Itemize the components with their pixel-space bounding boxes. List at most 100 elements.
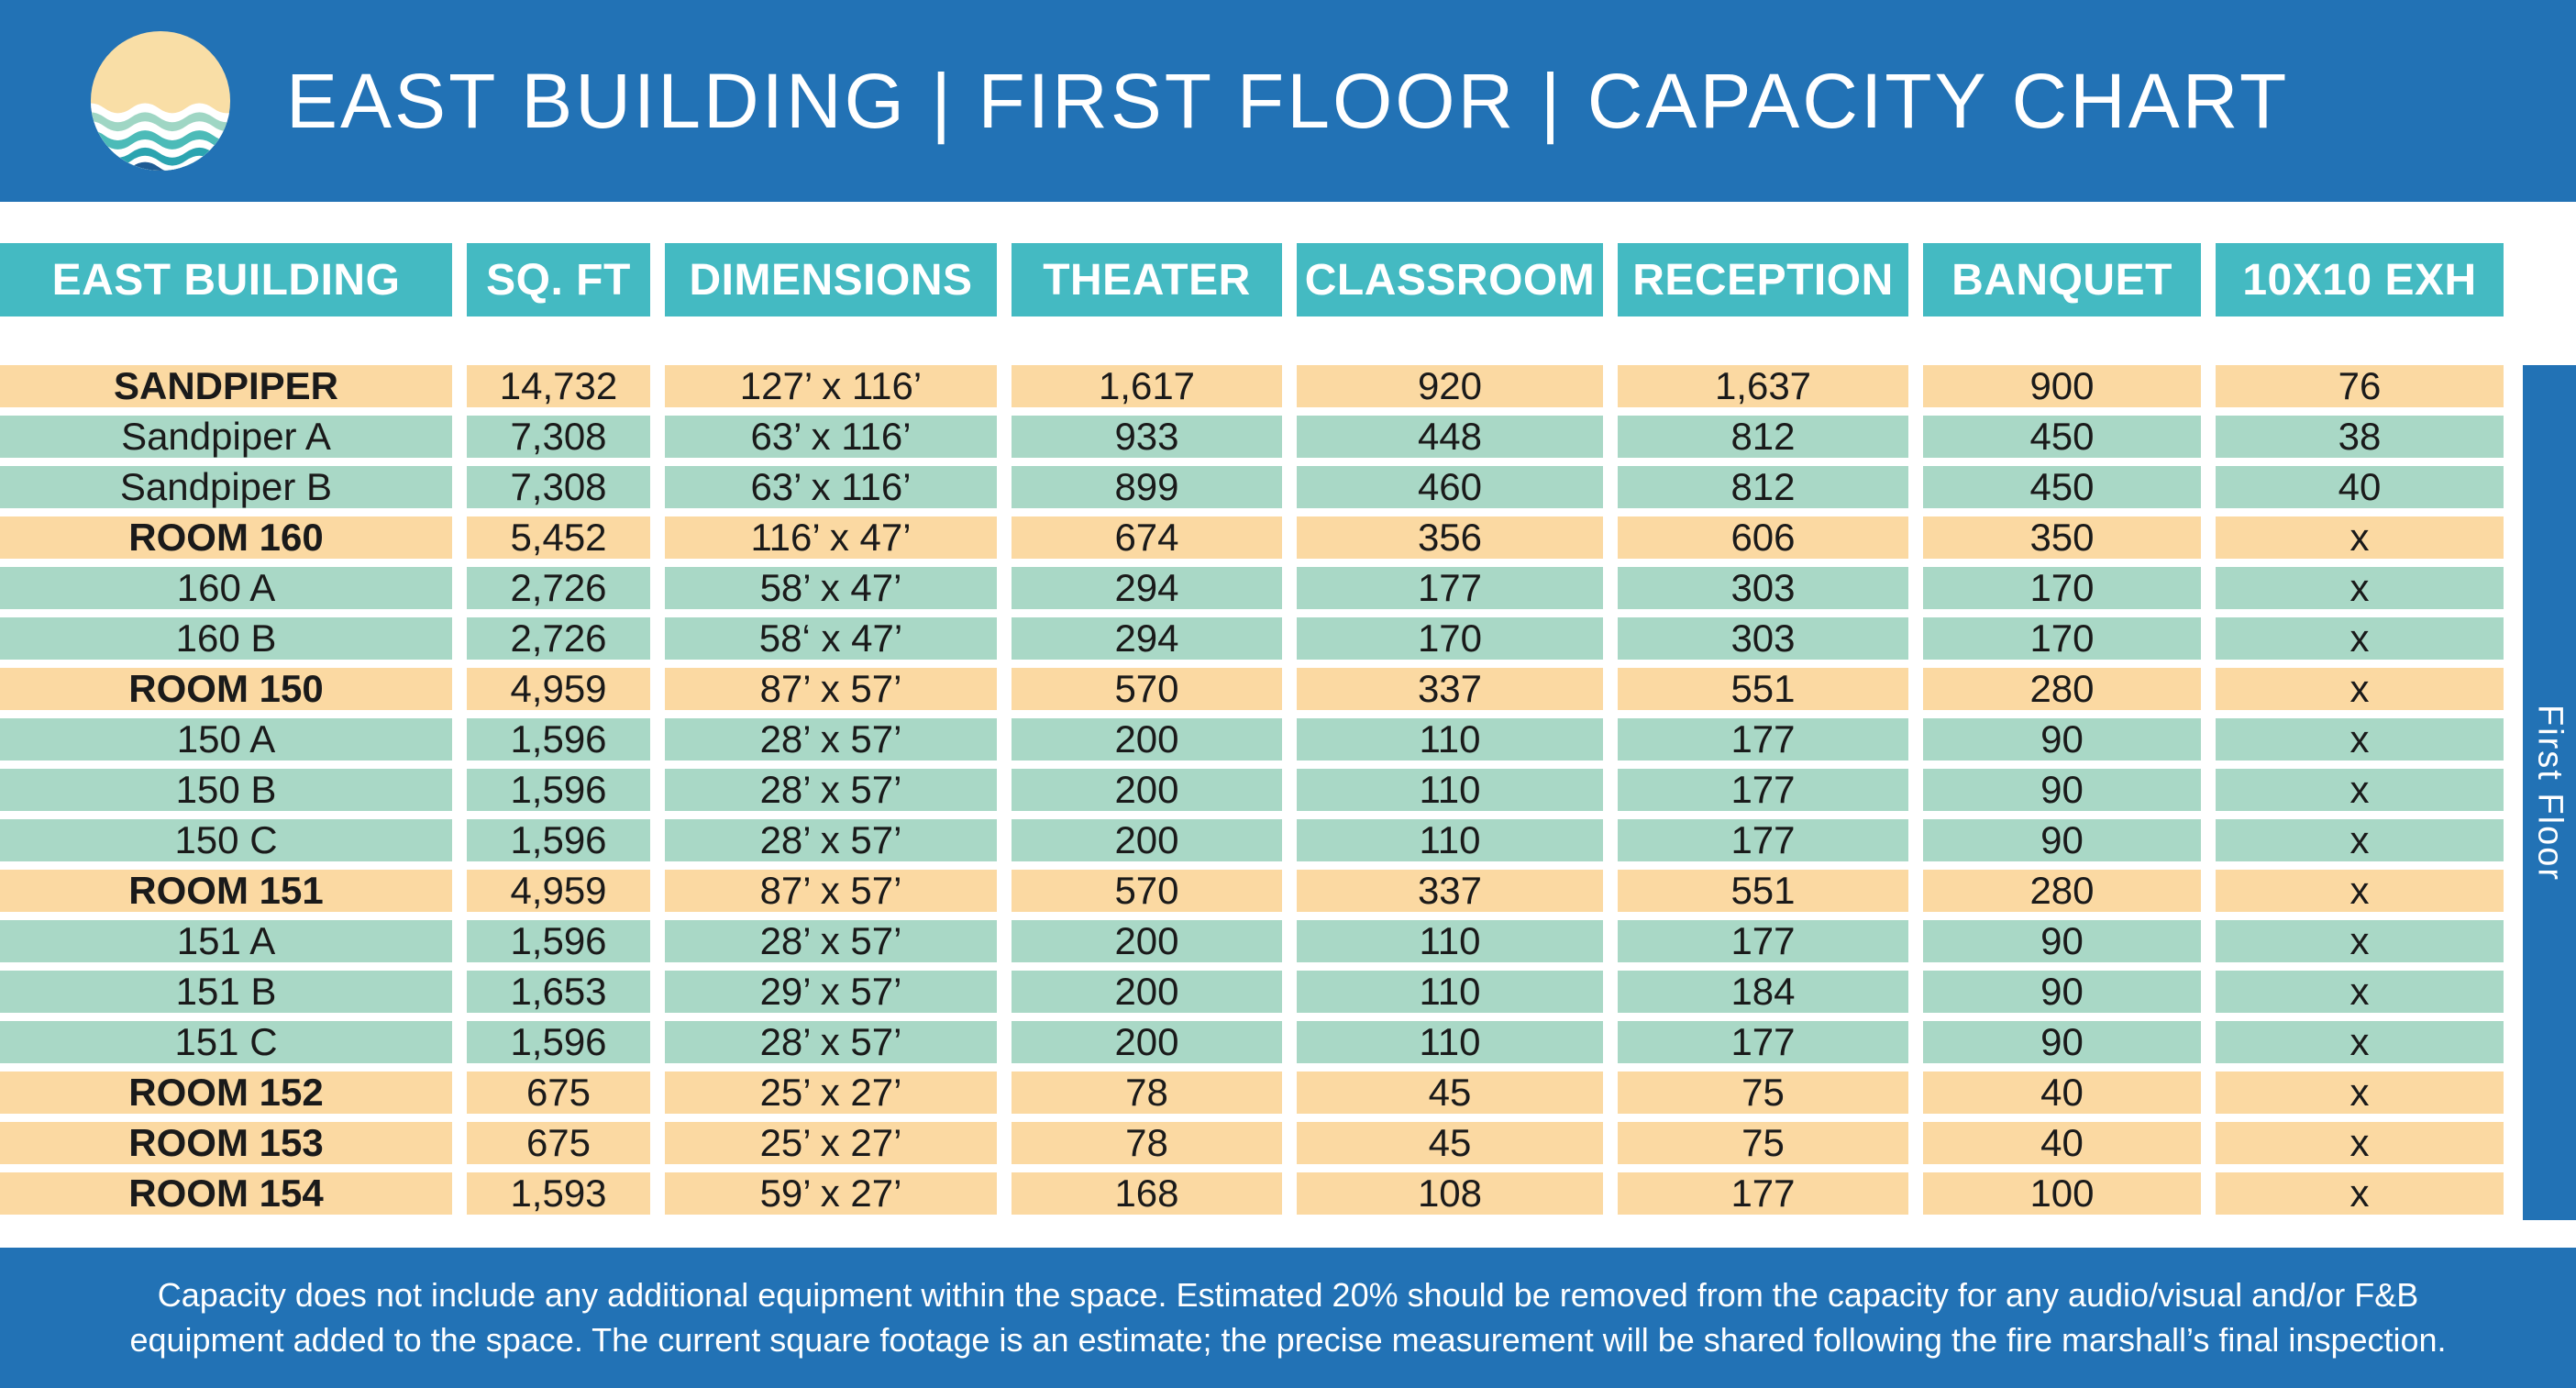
table-row: SANDPIPER 14,732 127’ x 116’ 1,617 920 1,637 9…: [0, 364, 2509, 407]
table-cell: 448: [1297, 415, 1603, 458]
footer-line-1: Capacity does not include any additional…: [157, 1275, 2419, 1314]
table-cell: 90: [1923, 717, 2201, 761]
table-cell: 551: [1618, 869, 1908, 912]
table-cell: 59’ x 27’: [665, 1171, 997, 1215]
table-row: 151 A 1,596 28’ x 57’ 200 110 177 90 x: [0, 919, 2509, 962]
table-cell: 75: [1618, 1071, 1908, 1114]
table-cell: 90: [1923, 1020, 2201, 1063]
table-cell: 25’ x 27’: [665, 1121, 997, 1164]
table-cell: 1,596: [467, 919, 650, 962]
table-cell: 606: [1618, 516, 1908, 559]
table-body: SANDPIPER 14,732 127’ x 116’ 1,617 920 1,637 9…: [0, 364, 2509, 1215]
table-cell: x: [2216, 1071, 2504, 1114]
table-row: ROOM 150 4,959 87’ x 57’ 570 337 551 280 x: [0, 667, 2509, 710]
table-cell: 303: [1618, 566, 1908, 609]
table-cell: 45: [1297, 1121, 1603, 1164]
table-row: 150 B 1,596 28’ x 57’ 200 110 177 90 x: [0, 768, 2509, 811]
column-header-theater: THEATER: [1012, 243, 1282, 316]
table-cell: 2,726: [467, 616, 650, 660]
table-cell: 812: [1618, 465, 1908, 508]
table-cell: 78: [1012, 1071, 1282, 1114]
table-cell: Sandpiper A: [0, 415, 452, 458]
table-cell: 170: [1297, 616, 1603, 660]
table-cell: 7,308: [467, 415, 650, 458]
table-cell: 337: [1297, 869, 1603, 912]
table-cell: 812: [1618, 415, 1908, 458]
page-title: EAST BUILDING | FIRST FLOOR | CAPACITY C…: [286, 57, 2290, 144]
table-cell: 110: [1297, 970, 1603, 1013]
table-cell: 551: [1618, 667, 1908, 710]
column-header-dimensions: DIMENSIONS: [665, 243, 997, 316]
table-cell: SANDPIPER: [0, 364, 452, 407]
table-cell: 29’ x 57’: [665, 970, 997, 1013]
table-cell: ROOM 154: [0, 1171, 452, 1215]
table-cell: 280: [1923, 869, 2201, 912]
footer-note: Capacity does not include any additional…: [0, 1248, 2576, 1388]
table-cell: 177: [1618, 919, 1908, 962]
table-cell: 28’ x 57’: [665, 717, 997, 761]
table-cell: 337: [1297, 667, 1603, 710]
table-row: 160 A 2,726 58’ x 47’ 294 177 303 170 x: [0, 566, 2509, 609]
table-cell: 28’ x 57’: [665, 768, 997, 811]
table-cell: 1,596: [467, 717, 650, 761]
table-cell: x: [2216, 768, 2504, 811]
table-cell: ROOM 150: [0, 667, 452, 710]
table-cell: 40: [1923, 1071, 2201, 1114]
table-cell: 110: [1297, 919, 1603, 962]
table-cell: 177: [1618, 818, 1908, 861]
table-cell: 76: [2216, 364, 2504, 407]
table-cell: 200: [1012, 768, 1282, 811]
table-cell: 177: [1618, 1171, 1908, 1215]
table-cell: 1,596: [467, 818, 650, 861]
table-cell: 450: [1923, 415, 2201, 458]
table-cell: x: [2216, 1121, 2504, 1164]
table-row: Sandpiper A 7,308 63’ x 116’ 933 448 812 450 38: [0, 415, 2509, 458]
table-cell: 87’ x 57’: [665, 667, 997, 710]
table-cell: ROOM 152: [0, 1071, 452, 1114]
table-cell: 177: [1618, 1020, 1908, 1063]
table-cell: 38: [2216, 415, 2504, 458]
table-cell: 177: [1618, 768, 1908, 811]
footer-line-2: equipment added to the space. The curren…: [129, 1320, 2447, 1359]
table-cell: ROOM 151: [0, 869, 452, 912]
table-cell: x: [2216, 818, 2504, 861]
table-cell: x: [2216, 869, 2504, 912]
table-cell: x: [2216, 970, 2504, 1013]
table-cell: 90: [1923, 818, 2201, 861]
table-row: Sandpiper B 7,308 63’ x 116’ 899 460 812 450 40: [0, 465, 2509, 508]
table-cell: 110: [1297, 818, 1603, 861]
column-header-sq-ft: SQ. FT: [467, 243, 650, 316]
table-cell: 294: [1012, 616, 1282, 660]
table-cell: 900: [1923, 364, 2201, 407]
column-header-classroom: CLASSROOM: [1297, 243, 1603, 316]
table-header-row: EAST BUILDING SQ. FT DIMENSIONS THEATER CLAS…: [0, 243, 2509, 316]
table-cell: 160 B: [0, 616, 452, 660]
table-cell: 28’ x 57’: [665, 818, 997, 861]
table-cell: 170: [1923, 616, 2201, 660]
table-cell: 110: [1297, 717, 1603, 761]
table-cell: x: [2216, 516, 2504, 559]
table-cell: 100: [1923, 1171, 2201, 1215]
table-row: ROOM 160 5,452 116’ x 47’ 674 356 606 350 x: [0, 516, 2509, 559]
table-cell: 1,596: [467, 768, 650, 811]
table-cell: 108: [1297, 1171, 1603, 1215]
table-cell: 200: [1012, 818, 1282, 861]
table-row: ROOM 151 4,959 87’ x 57’ 570 337 551 280 x: [0, 869, 2509, 912]
table-cell: 151 B: [0, 970, 452, 1013]
table-cell: 150 C: [0, 818, 452, 861]
table-cell: 110: [1297, 1020, 1603, 1063]
table-cell: 116’ x 47’: [665, 516, 997, 559]
table-cell: 127’ x 116’: [665, 364, 997, 407]
table-cell: 25’ x 27’: [665, 1071, 997, 1114]
table-cell: 160 A: [0, 566, 452, 609]
table-cell: 28’ x 57’: [665, 1020, 997, 1063]
table-row: ROOM 154 1,593 59’ x 27’ 168 108 177 100 x: [0, 1171, 2509, 1215]
table-cell: x: [2216, 566, 2504, 609]
table-cell: 87’ x 57’: [665, 869, 997, 912]
table-row: 151 C 1,596 28’ x 57’ 200 110 177 90 x: [0, 1020, 2509, 1063]
table-cell: 280: [1923, 667, 2201, 710]
table-cell: 1,593: [467, 1171, 650, 1215]
column-header-reception: RECEPTION: [1618, 243, 1908, 316]
table-cell: 40: [1923, 1121, 2201, 1164]
table-cell: 674: [1012, 516, 1282, 559]
